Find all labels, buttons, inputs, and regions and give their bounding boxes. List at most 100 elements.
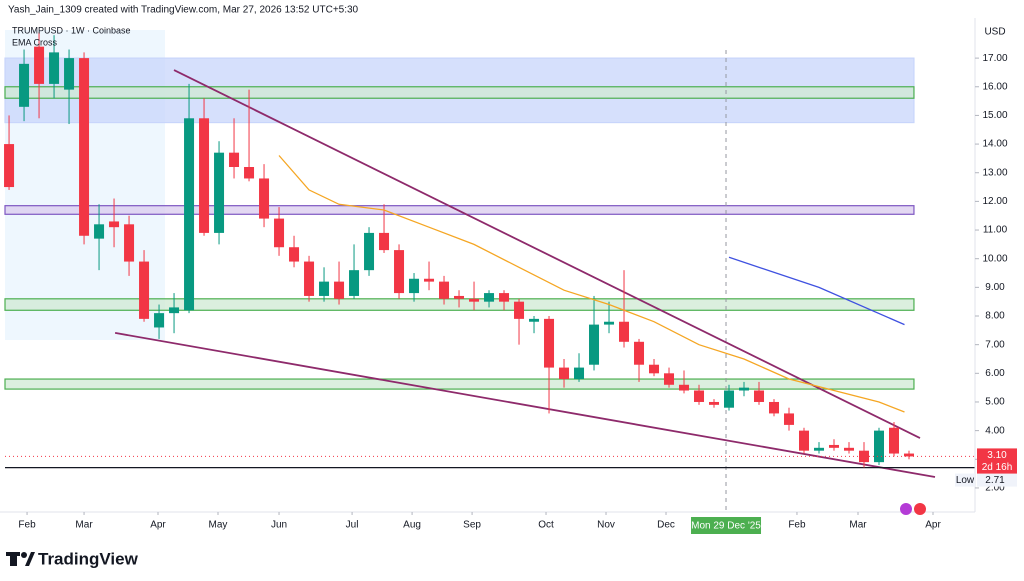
last-price-label: 3.10 bbox=[987, 450, 1007, 461]
crosshair-label-bg bbox=[691, 517, 762, 534]
candle-body bbox=[94, 224, 105, 239]
y-tick-label: 14.00 bbox=[982, 139, 1007, 150]
candle-body bbox=[784, 413, 795, 425]
x-tick-label: Feb bbox=[18, 520, 36, 531]
candle-body bbox=[499, 293, 510, 302]
x-tick-label: Jun bbox=[271, 520, 287, 531]
candle-body bbox=[589, 324, 600, 365]
candle-body bbox=[349, 270, 360, 296]
candle-body bbox=[649, 364, 660, 374]
candle-body bbox=[154, 313, 165, 328]
candle-body bbox=[139, 261, 150, 319]
candle-body bbox=[334, 281, 345, 299]
x-tick-label: Jul bbox=[346, 520, 359, 531]
candle-body bbox=[319, 281, 330, 296]
candle-body bbox=[904, 453, 915, 457]
x-tick-label: Feb bbox=[788, 520, 806, 531]
candle-body bbox=[454, 295, 465, 299]
x-tick-label: Mar bbox=[849, 520, 867, 531]
low-value-box bbox=[977, 473, 1017, 487]
candle-body bbox=[859, 450, 870, 463]
x-tick-label: Mar bbox=[75, 520, 93, 531]
candle-body bbox=[469, 298, 480, 302]
candle-body bbox=[739, 387, 750, 391]
candle-body bbox=[124, 224, 135, 262]
y-tick-label: 13.00 bbox=[982, 167, 1007, 178]
symbol: TRUMPUSD · 1W · Coinbase bbox=[12, 25, 131, 35]
candle-body bbox=[754, 390, 765, 402]
icons bbox=[900, 503, 926, 515]
candle-body bbox=[214, 152, 225, 233]
last-price-box bbox=[977, 448, 1017, 475]
y-tick-label: 10.00 bbox=[982, 253, 1007, 264]
candle-body bbox=[604, 321, 615, 325]
brand: TradingView bbox=[38, 549, 139, 568]
y-tick-label: 2.00 bbox=[985, 483, 1005, 494]
trendline bbox=[173, 69, 921, 439]
y-tick-label: 11.00 bbox=[983, 225, 1008, 236]
candle-body bbox=[799, 430, 810, 451]
candle-body bbox=[724, 390, 735, 408]
y-tick-label: 7.00 bbox=[985, 339, 1005, 350]
brand-logo bbox=[6, 552, 35, 566]
y-tick-label: 16.00 bbox=[982, 81, 1007, 92]
zone bbox=[4, 86, 915, 99]
trendline bbox=[114, 332, 936, 478]
candle-body bbox=[709, 401, 720, 405]
candle-body bbox=[34, 46, 45, 84]
x-tick-label: Nov bbox=[597, 520, 615, 531]
candle-body bbox=[874, 430, 885, 463]
candle-body bbox=[364, 232, 375, 271]
indicator: EMA Cross bbox=[12, 37, 58, 47]
crosshair-label: Mon 29 Dec '25 bbox=[691, 521, 761, 532]
x-tick-label: Oct bbox=[538, 520, 554, 531]
candle-body bbox=[169, 307, 180, 314]
y-tick-label: 6.00 bbox=[985, 368, 1005, 379]
candle-body bbox=[4, 144, 15, 188]
low-label: 2.71 bbox=[985, 475, 1005, 486]
candle-body bbox=[439, 281, 450, 299]
x-tick-label: Apr bbox=[925, 520, 941, 531]
candle-body bbox=[484, 293, 495, 302]
candle-body bbox=[49, 52, 60, 84]
y-tick-label: 12.00 bbox=[982, 196, 1007, 207]
candle-body bbox=[229, 152, 240, 167]
candle-body bbox=[544, 318, 555, 368]
y-tick-label: 15.00 bbox=[982, 110, 1007, 121]
candle-body bbox=[814, 447, 825, 451]
candle-body bbox=[184, 118, 195, 311]
y-tick-label: 4.00 bbox=[985, 425, 1005, 436]
candle-body bbox=[619, 321, 630, 342]
plot bbox=[4, 32, 975, 510]
candle-body bbox=[679, 384, 690, 391]
y-tick-label: 8.00 bbox=[985, 311, 1005, 322]
candle-body bbox=[244, 167, 255, 179]
header: Yash_Jain_1309 created with TradingView.… bbox=[8, 5, 359, 16]
zone bbox=[4, 378, 915, 390]
candle-body bbox=[829, 444, 840, 448]
x-tick-label: Sep bbox=[463, 520, 481, 531]
x-tick-label: Aug bbox=[403, 520, 421, 531]
candle-body bbox=[19, 63, 30, 107]
low-title: Low bbox=[956, 475, 975, 486]
candle-body bbox=[889, 427, 900, 454]
y-tick-label: 17.00 bbox=[982, 53, 1007, 64]
candle-body bbox=[259, 178, 270, 219]
candle-body bbox=[514, 301, 525, 319]
candle-body bbox=[394, 250, 405, 294]
candle-body bbox=[379, 232, 390, 251]
candle-body bbox=[109, 221, 120, 228]
candle-body bbox=[64, 58, 75, 90]
candle-body bbox=[664, 373, 675, 385]
y-tick-label: 5.00 bbox=[985, 397, 1005, 408]
ema-line bbox=[278, 155, 905, 413]
candle-body bbox=[79, 58, 90, 236]
countdown: 2d 16h bbox=[982, 462, 1013, 473]
candle-body bbox=[574, 367, 585, 380]
candle-body bbox=[529, 318, 540, 322]
candle-body bbox=[304, 261, 315, 296]
candle-body bbox=[559, 367, 570, 380]
currency: USD bbox=[984, 27, 1005, 38]
ema-line bbox=[728, 256, 905, 326]
